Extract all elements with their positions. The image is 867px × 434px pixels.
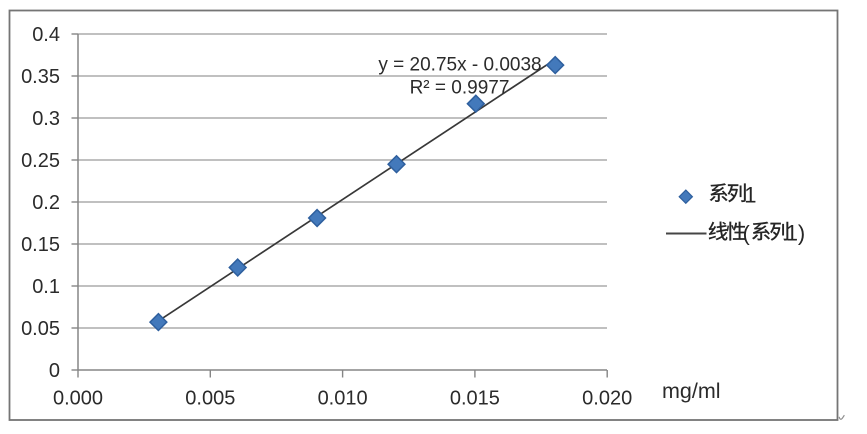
svg-text:0.000: 0.000 bbox=[53, 387, 103, 409]
svg-text:mg/ml: mg/ml bbox=[662, 379, 721, 403]
svg-text:0.020: 0.020 bbox=[582, 387, 632, 409]
svg-text:0.010: 0.010 bbox=[318, 387, 368, 409]
svg-text:y = 20.75x - 0.0038: y = 20.75x - 0.0038 bbox=[378, 55, 541, 76]
svg-text:0.35: 0.35 bbox=[21, 66, 60, 88]
svg-text:0.25: 0.25 bbox=[21, 150, 60, 172]
svg-text:1: 1 bbox=[744, 183, 756, 208]
svg-text:1): 1) bbox=[786, 221, 806, 246]
svg-text:0.005: 0.005 bbox=[185, 387, 235, 409]
svg-text:0.15: 0.15 bbox=[21, 234, 60, 256]
svg-text:0.1: 0.1 bbox=[32, 276, 60, 298]
svg-text:0: 0 bbox=[49, 360, 60, 382]
svg-text:0.4: 0.4 bbox=[32, 24, 60, 46]
svg-text:0.015: 0.015 bbox=[450, 387, 500, 409]
svg-text:R² = 0.9977: R² = 0.9977 bbox=[410, 78, 510, 99]
svg-text:0.2: 0.2 bbox=[32, 192, 60, 214]
svg-text:0.05: 0.05 bbox=[21, 318, 60, 340]
svg-text:(: ( bbox=[743, 222, 751, 246]
svg-text:0.3: 0.3 bbox=[32, 108, 60, 130]
